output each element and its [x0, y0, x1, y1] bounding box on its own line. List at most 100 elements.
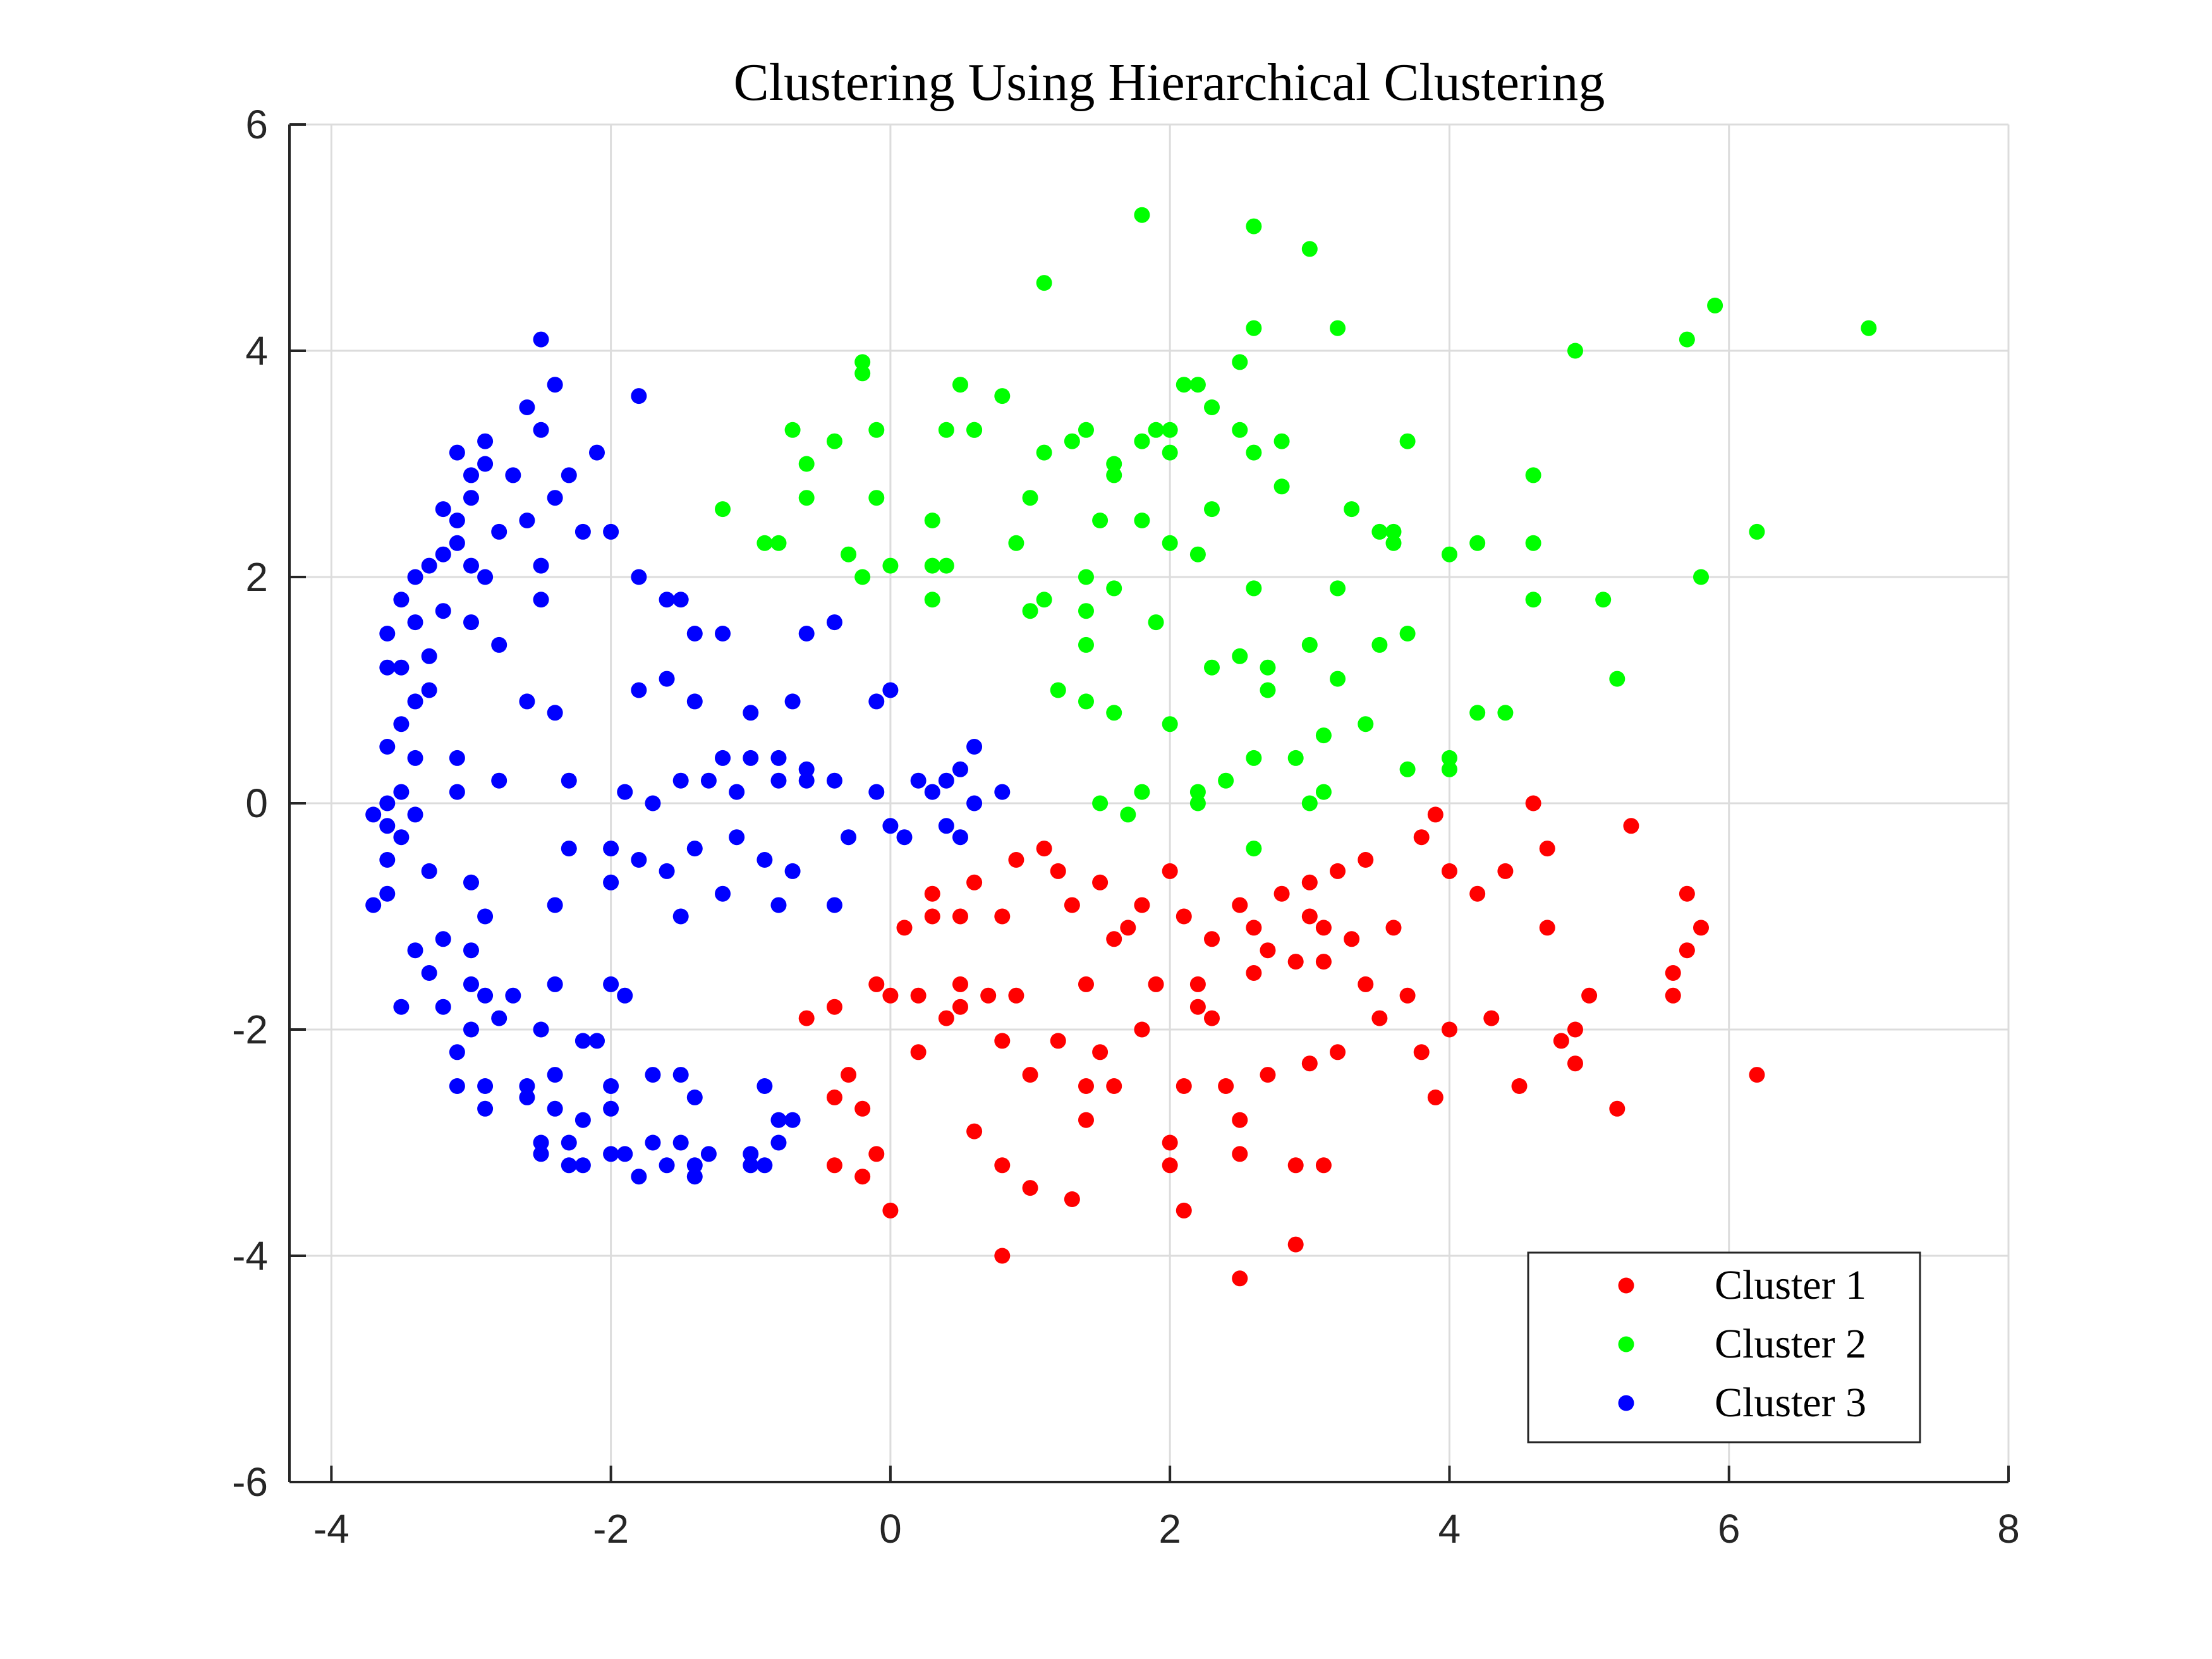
cluster-3-point: [463, 490, 479, 506]
cluster-2-point: [1022, 490, 1038, 506]
legend: Cluster 1 Cluster 2 Cluster 3: [1527, 1251, 1921, 1443]
cluster-1-point: [1567, 1055, 1583, 1072]
cluster-3-point: [449, 535, 465, 551]
cluster-1-point: [952, 976, 968, 992]
cluster-1-point: [826, 999, 842, 1015]
cluster-3-point: [379, 795, 396, 811]
cluster-3-point: [686, 841, 703, 857]
cluster-2-point: [1106, 456, 1122, 472]
cluster-2-point: [1204, 501, 1220, 518]
cluster-2-point: [994, 388, 1011, 404]
cluster-3-point: [631, 682, 647, 698]
cluster-1-point: [980, 987, 997, 1004]
cluster-2-point: [1441, 750, 1457, 766]
cluster-1-point: [1106, 931, 1122, 947]
cluster-2-point: [1189, 377, 1206, 393]
cluster-1-point: [1273, 885, 1290, 902]
cluster-2-point: [1078, 603, 1094, 619]
legend-marker-cluster-1: [1618, 1277, 1634, 1294]
cluster-3-point: [449, 1044, 465, 1060]
cluster-1-point: [1260, 942, 1276, 959]
cluster-3-point: [994, 784, 1011, 800]
cluster-1-point: [1497, 863, 1514, 879]
cluster-2-point: [1134, 784, 1150, 800]
cluster-3-point: [421, 557, 437, 574]
cluster-3-point: [784, 863, 801, 879]
cluster-2-point: [966, 422, 983, 438]
x-tick-label: -2: [593, 1506, 629, 1552]
cluster-3-point: [533, 331, 549, 348]
cluster-3-point: [393, 659, 410, 676]
cluster-1-point: [1483, 1010, 1500, 1026]
cluster-1-point: [1287, 1157, 1304, 1174]
cluster-2-point: [854, 354, 871, 370]
cluster-3-point: [841, 829, 857, 846]
cluster-3-point: [938, 772, 954, 789]
cluster-3-point: [463, 976, 479, 992]
cluster-3-point: [379, 626, 396, 641]
cluster-3-point: [449, 513, 465, 528]
cluster-3-point: [435, 603, 451, 619]
cluster-3-point: [659, 1157, 675, 1174]
cluster-2-point: [1399, 626, 1416, 641]
cluster-2-point: [1246, 841, 1262, 857]
cluster-2-point: [1189, 795, 1206, 811]
cluster-3-point: [715, 885, 731, 902]
cluster-3-point: [896, 829, 913, 846]
cluster-3-point: [519, 1089, 535, 1105]
cluster-3-point: [645, 1134, 661, 1151]
cluster-1-point: [1539, 920, 1555, 936]
cluster-3-point: [631, 852, 647, 868]
cluster-3-point: [561, 1157, 577, 1174]
cluster-2-point: [1301, 795, 1318, 811]
cluster-3-point: [477, 433, 494, 449]
cluster-1-point: [1008, 852, 1024, 868]
cluster-2-point: [1469, 705, 1486, 721]
cluster-3-point: [672, 908, 689, 925]
cluster-2-point: [1162, 535, 1178, 551]
cluster-2-point: [1707, 297, 1723, 313]
cluster-3-point: [798, 772, 815, 789]
cluster-2-point: [1692, 569, 1709, 585]
cluster-3-point: [491, 1010, 507, 1026]
cluster-1-point: [1162, 1157, 1178, 1174]
cluster-2-point: [1036, 592, 1052, 608]
chart-title: Clustering Using Hierarchical Clustering: [734, 53, 1605, 112]
cluster-3-point: [715, 750, 731, 766]
cluster-3-point: [631, 1169, 647, 1185]
cluster-3-point: [519, 693, 535, 710]
cluster-2-point: [1176, 377, 1192, 393]
cluster-1-point: [1176, 1202, 1192, 1218]
cluster-3-point: [393, 716, 410, 732]
cluster-2-point: [715, 501, 731, 518]
cluster-2-point: [1036, 444, 1052, 461]
cluster-1-point: [1246, 965, 1262, 981]
cluster-2-point: [1749, 523, 1765, 540]
cluster-2-point: [1260, 682, 1276, 698]
cluster-1-point: [1287, 1236, 1304, 1253]
cluster-2-point: [1679, 331, 1695, 348]
legend-marker-cluster-2: [1618, 1336, 1634, 1352]
cluster-3-point: [407, 614, 423, 631]
cluster-3-point: [477, 987, 494, 1004]
cluster-3-point: [784, 1112, 801, 1128]
cluster-2-point: [1246, 444, 1262, 461]
cluster-3-point: [729, 784, 745, 800]
cluster-3-point: [491, 636, 507, 653]
x-tick-label: 0: [879, 1506, 902, 1552]
cluster-3-point: [882, 682, 899, 698]
cluster-3-point: [603, 1100, 619, 1117]
cluster-1-point: [1692, 920, 1709, 936]
cluster-1-point: [1315, 954, 1332, 970]
cluster-3-point: [603, 976, 619, 992]
cluster-1-point: [1204, 931, 1220, 947]
cluster-1-point: [1567, 1021, 1583, 1038]
cluster-1-point: [1022, 1067, 1038, 1083]
cluster-2-point: [924, 513, 940, 528]
cluster-1-point: [952, 908, 968, 925]
cluster-2-point: [854, 569, 871, 585]
cluster-3-point: [770, 772, 787, 789]
cluster-3-point: [533, 557, 549, 574]
cluster-3-point: [477, 1078, 494, 1094]
